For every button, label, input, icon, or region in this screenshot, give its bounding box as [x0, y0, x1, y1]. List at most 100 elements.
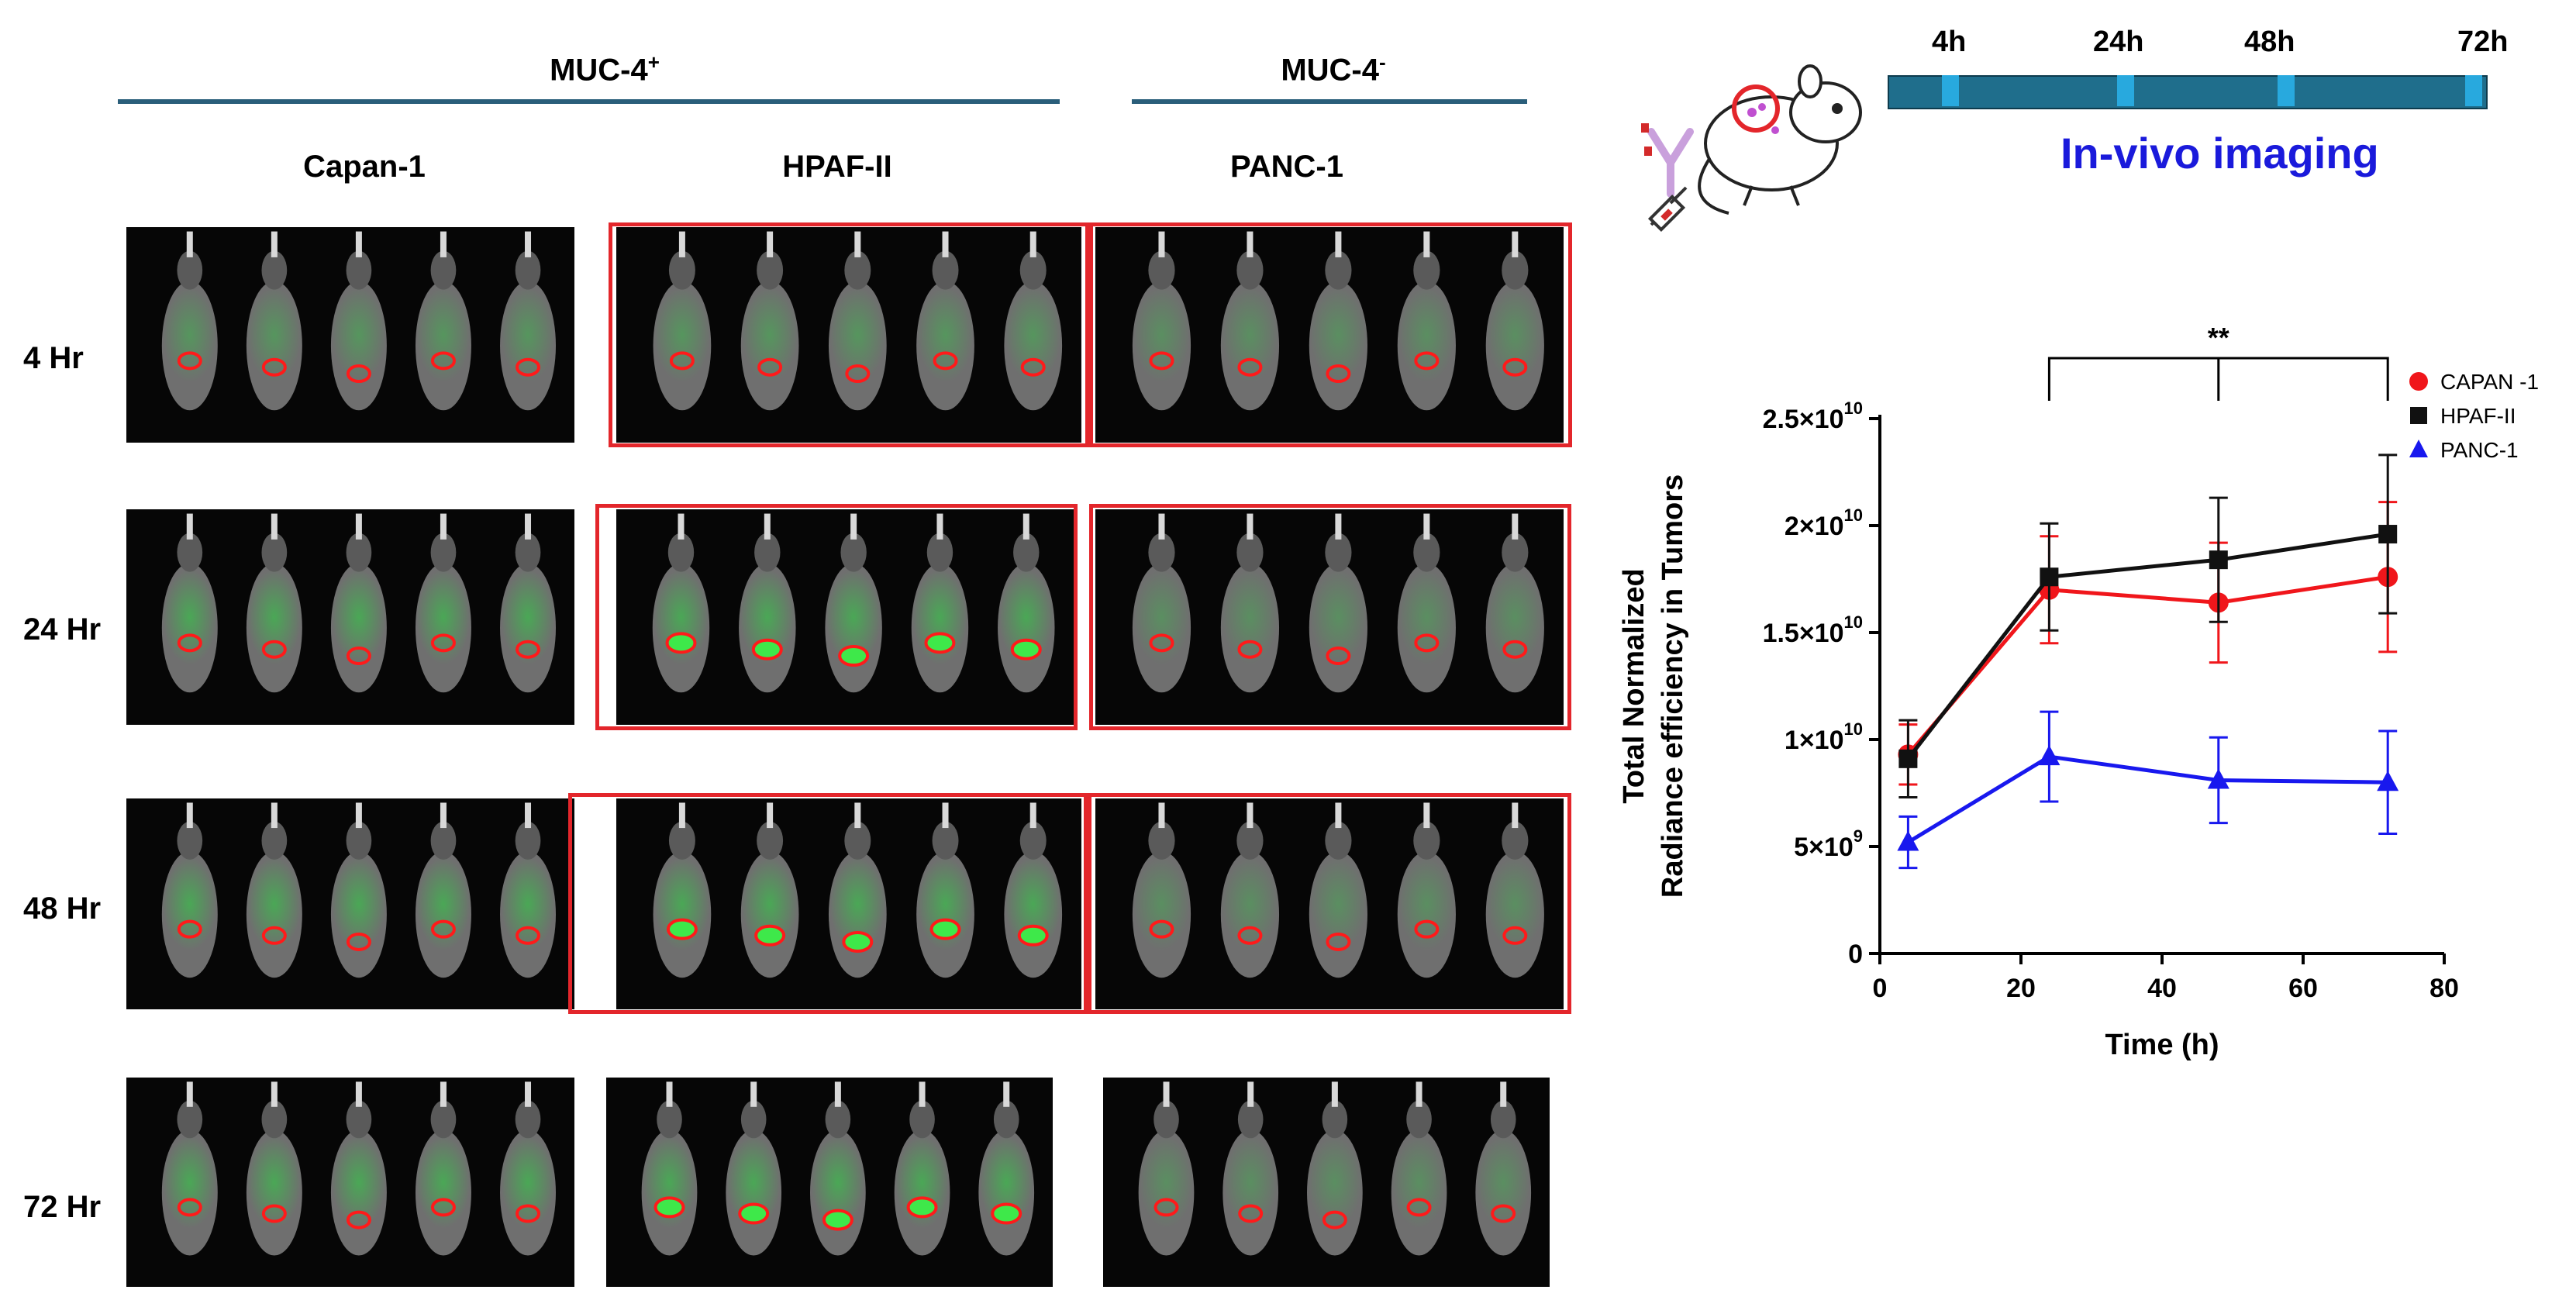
tumor-roi-marker: [346, 647, 371, 666]
highlight-frame-hpaf-4hr: [609, 222, 1089, 447]
legend-item-panc: PANC-1: [2409, 438, 2519, 462]
mouse-silhouette: [415, 231, 471, 411]
tumor-roi-marker: [516, 640, 541, 659]
mouse-silhouette: [1132, 231, 1191, 411]
mouse-silhouette: [1485, 802, 1544, 978]
tumor-roi-marker: [261, 357, 287, 377]
tumor-roi-marker: [1502, 926, 1528, 945]
tumor-roi-marker: [666, 918, 698, 940]
mouse-silhouette: [916, 802, 974, 978]
y-tick-label: 0: [1848, 940, 1863, 969]
mouse-silhouette: [810, 1081, 866, 1256]
mouse-silhouette: [500, 513, 557, 693]
x-tick-label: 20: [2006, 974, 2036, 1003]
mouse-silhouette: [1397, 513, 1456, 693]
mouse-silhouette: [161, 513, 218, 693]
tumor-roi-marker: [1149, 633, 1174, 653]
y-tick-label: 1×1010: [1785, 719, 1863, 755]
data-point: [2377, 771, 2399, 791]
tumor-roi-marker: [1010, 638, 1042, 660]
timeline-tick-4h: [1942, 75, 1959, 106]
data-point: [2207, 768, 2229, 789]
mouse-silhouette: [161, 802, 218, 978]
mouse-image-panel: [1103, 1078, 1550, 1287]
tumor-roi-marker: [1238, 1204, 1264, 1223]
muc4-positive-rule: [118, 99, 1060, 104]
series-line-capan: [1906, 574, 2388, 756]
timeline-bar: [1888, 75, 2488, 109]
mouse-silhouette: [1309, 802, 1368, 978]
mouse-silhouette: [653, 802, 712, 978]
series-line-panc: [1907, 754, 2388, 844]
tumor-roi-marker: [1326, 364, 1351, 384]
mouse-silhouette: [998, 513, 1055, 693]
tumor-roi-marker: [751, 638, 783, 660]
x-tick-label: 40: [2147, 974, 2177, 1003]
muc4-positive-header: MUC-4+: [550, 50, 660, 88]
tumor-roi-marker: [1502, 357, 1528, 377]
mouse-silhouette: [415, 513, 471, 693]
data-point: [1897, 830, 1919, 851]
mouse-silhouette: [330, 231, 387, 411]
tumor-roi-marker: [1491, 1204, 1516, 1223]
data-point: [2378, 525, 2398, 544]
mouse-silhouette: [1220, 513, 1280, 693]
mouse-silhouette: [500, 1081, 557, 1256]
mouse-silhouette: [1397, 231, 1456, 411]
tumor-roi-marker: [738, 1202, 770, 1225]
column-label-capan: Capan-1: [303, 150, 426, 184]
significance-label: **: [2208, 322, 2229, 353]
mouse-image-panel: [1095, 509, 1564, 725]
tumor-roi-marker: [845, 364, 871, 384]
mouse-silhouette: [916, 231, 974, 411]
tumor-roi-marker: [1322, 1210, 1347, 1229]
x-tick-label: 60: [2288, 974, 2318, 1003]
mouse-silhouette: [1391, 1081, 1447, 1256]
tumor-roi-marker: [653, 1196, 685, 1219]
tumor-roi-marker: [1326, 932, 1351, 951]
row-label-24hr: 24 Hr: [23, 612, 102, 647]
mouse-silhouette: [246, 513, 302, 693]
timeline-label-72h: 72h: [2457, 26, 2509, 58]
timeline-label-4h: 4h: [1932, 26, 1967, 58]
mouse-silhouette: [653, 231, 712, 411]
legend-label: HPAF-II: [2440, 404, 2516, 428]
tumor-roi-marker: [842, 930, 874, 953]
mouse-silhouette: [246, 1081, 302, 1256]
tumor-roi-marker: [346, 932, 371, 951]
data-point: [2209, 550, 2228, 570]
mouse-silhouette: [1220, 802, 1280, 978]
column-label-panc: PANC-1: [1230, 150, 1343, 184]
syringe-icon: [1647, 186, 1688, 233]
mouse-silhouette: [1132, 802, 1191, 978]
legend-item-capan: CAPAN -1: [2409, 370, 2539, 394]
mouse-silhouette: [894, 1081, 950, 1256]
mouse-silhouette: [161, 1081, 218, 1256]
highlight-frame-panc-24hr: [1089, 504, 1571, 730]
mouse-silhouette: [1475, 1081, 1532, 1256]
tumor-roi-marker: [516, 1204, 541, 1223]
mouse-image-panel: [616, 798, 1081, 1009]
mouse-silhouette: [1222, 1081, 1279, 1256]
mouse-image-panel: [606, 1078, 1053, 1287]
mouse-silhouette: [415, 1081, 471, 1256]
mouse-silhouette: [652, 513, 710, 693]
radiance-line-chart: 0 20 40 60 80 0 5×109 1×1010 1.5×1010 2×1010 2.5×1…: [1618, 322, 2539, 1061]
tumor-roi-marker: [1237, 926, 1263, 945]
timeline-tick-72h: [2465, 75, 2482, 106]
tumor-roi-marker: [1414, 919, 1440, 939]
tumor-roi-marker: [430, 351, 456, 371]
legend-item-hpaf: HPAF-II: [2410, 404, 2516, 428]
series-hpaf: [1898, 453, 2398, 799]
mouse-silhouette: [825, 513, 882, 693]
y-axis-label-line2: Radiance efficiency in Tumors: [1657, 474, 1689, 898]
tumor-roi-marker: [430, 633, 456, 653]
mouse-silhouette: [330, 1081, 387, 1256]
series-line-hpaf: [1906, 532, 2388, 760]
tumor-roi-marker: [177, 919, 202, 939]
mouse-silhouette: [330, 513, 387, 693]
mouse-silhouette: [726, 1081, 782, 1256]
legend: CAPAN -1 HPAF-II PANC-1: [2409, 370, 2539, 462]
tumor-roi-marker: [1406, 1198, 1432, 1217]
tumor-roi-marker: [669, 351, 695, 371]
